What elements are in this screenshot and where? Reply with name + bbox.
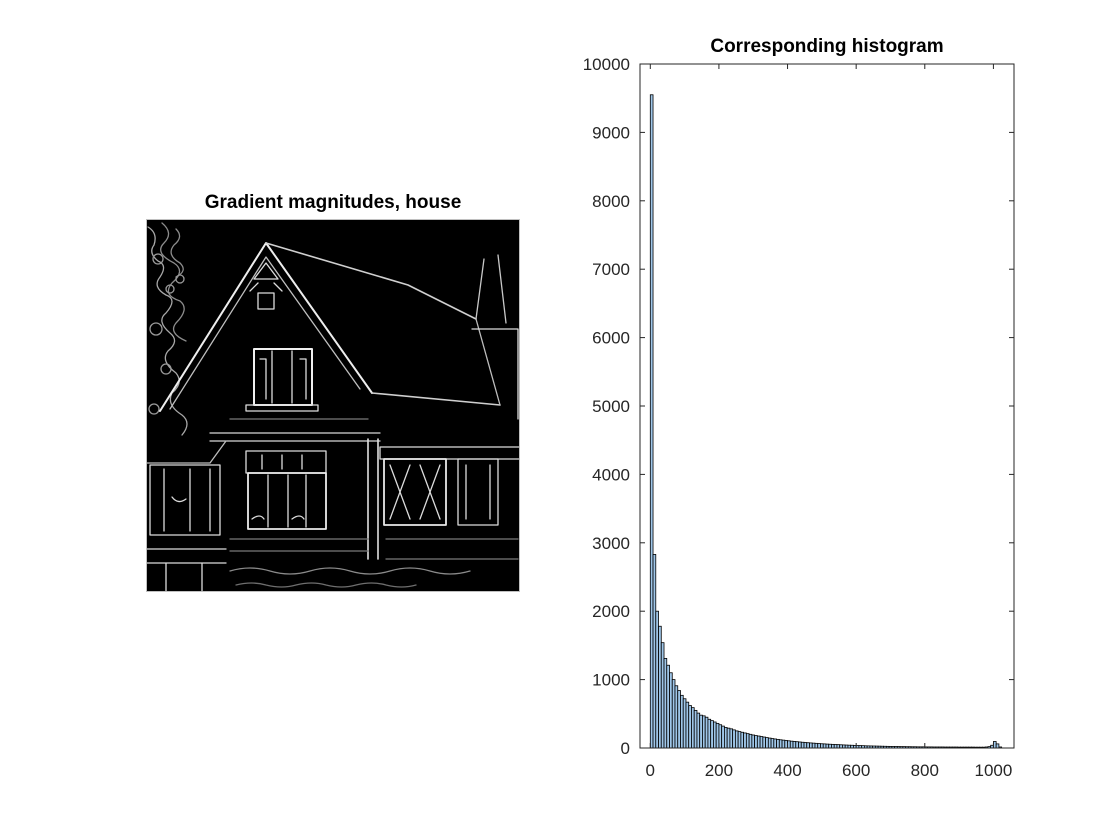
x-tick-label: 200 [705, 761, 733, 780]
x-tick-label: 400 [773, 761, 801, 780]
histogram-bar [658, 625, 662, 749]
histogram-bar [748, 733, 753, 749]
histogram-bar [669, 672, 673, 749]
histogram-bar [778, 739, 783, 749]
histogram-bar [803, 742, 808, 749]
histogram-bar [811, 742, 816, 749]
histogram-bar [696, 712, 701, 749]
histogram-bar [820, 743, 824, 749]
histogram-title: Corresponding histogram [710, 36, 944, 57]
histogram-bar [710, 720, 714, 749]
histogram-bar [737, 731, 742, 749]
histogram-bar [759, 736, 764, 749]
x-tick-label: 600 [842, 761, 870, 780]
histogram-bar [806, 742, 810, 749]
histogram-bar [995, 743, 1000, 749]
histogram-bar [765, 737, 769, 749]
histogram-bar [773, 738, 777, 749]
histogram-bar [809, 742, 813, 749]
histogram-bar [699, 714, 703, 749]
histogram-bar [655, 610, 659, 749]
histogram-bar [734, 730, 739, 749]
histogram-bar [743, 732, 747, 749]
histogram-bar [751, 734, 756, 749]
histogram-bar [776, 738, 780, 749]
histogram-bar [652, 554, 657, 749]
histogram-bar [729, 728, 734, 749]
histogram-bar [693, 709, 698, 749]
histogram-bar [663, 657, 668, 749]
histogram-bar [770, 738, 775, 749]
y-tick-label: 6000 [592, 329, 630, 348]
histogram-bar [721, 725, 725, 749]
histogram-bar [732, 729, 736, 749]
histogram-bar [745, 733, 750, 749]
histogram-bar [800, 741, 805, 749]
histogram-bar [754, 735, 758, 749]
y-tick-label: 7000 [592, 260, 630, 279]
histogram-bar [682, 698, 687, 749]
histogram-bar [795, 741, 799, 749]
image-panel-title: Gradient magnitudes, house [204, 192, 462, 213]
histogram-bar [781, 739, 786, 749]
y-tick-label: 9000 [592, 123, 630, 142]
y-tick-label: 8000 [592, 192, 630, 211]
histogram-bar [767, 737, 772, 749]
y-tick-label: 10000 [583, 55, 630, 74]
histogram-bar [685, 701, 690, 749]
histogram-bar [691, 707, 695, 749]
histogram-bar [756, 735, 761, 749]
histogram-bars [649, 94, 1003, 749]
histogram-bar [828, 743, 832, 749]
histogram-bar [677, 690, 681, 749]
histogram-bar [702, 715, 706, 749]
x-tick-label: 1000 [974, 761, 1012, 780]
histogram-bar [724, 727, 728, 749]
histogram-bar [831, 743, 835, 749]
y-tick-label: 1000 [592, 671, 630, 690]
histogram-bar [792, 741, 797, 749]
histogram-bar [649, 94, 654, 749]
histogram-bar [704, 716, 709, 749]
histogram-bar [822, 743, 827, 749]
histogram-bar [660, 642, 665, 749]
histogram-ticks: 0 200 400 600 800 100001000200030004000500060… [583, 55, 1014, 780]
y-tick-label: 4000 [592, 465, 630, 484]
histogram-bar [789, 740, 794, 749]
y-tick-label: 0 [621, 739, 630, 758]
histogram-bar [798, 741, 802, 749]
histogram-bar [833, 744, 838, 749]
y-tick-label: 3000 [592, 534, 630, 553]
gradient-magnitude-image [146, 219, 520, 592]
histogram-bar [726, 727, 731, 749]
histogram-bar [762, 736, 766, 749]
histogram-bar [713, 721, 717, 749]
x-tick-label: 800 [911, 761, 939, 780]
histogram-bar [680, 694, 684, 749]
y-tick-label: 2000 [592, 602, 630, 621]
histogram-bar [666, 664, 670, 749]
histogram-bar [817, 743, 821, 749]
histogram-axes-box [639, 63, 1015, 749]
histogram-bar [688, 705, 692, 749]
histogram-bar [707, 718, 712, 749]
histogram-bar [740, 731, 745, 749]
y-tick-label: 5000 [592, 397, 630, 416]
histogram-bar [671, 679, 676, 749]
histogram-bar [674, 685, 679, 749]
histogram-bar [814, 742, 819, 749]
histogram-bar [836, 744, 841, 749]
histogram-bar [825, 743, 830, 749]
x-tick-label: 0 [646, 761, 655, 780]
